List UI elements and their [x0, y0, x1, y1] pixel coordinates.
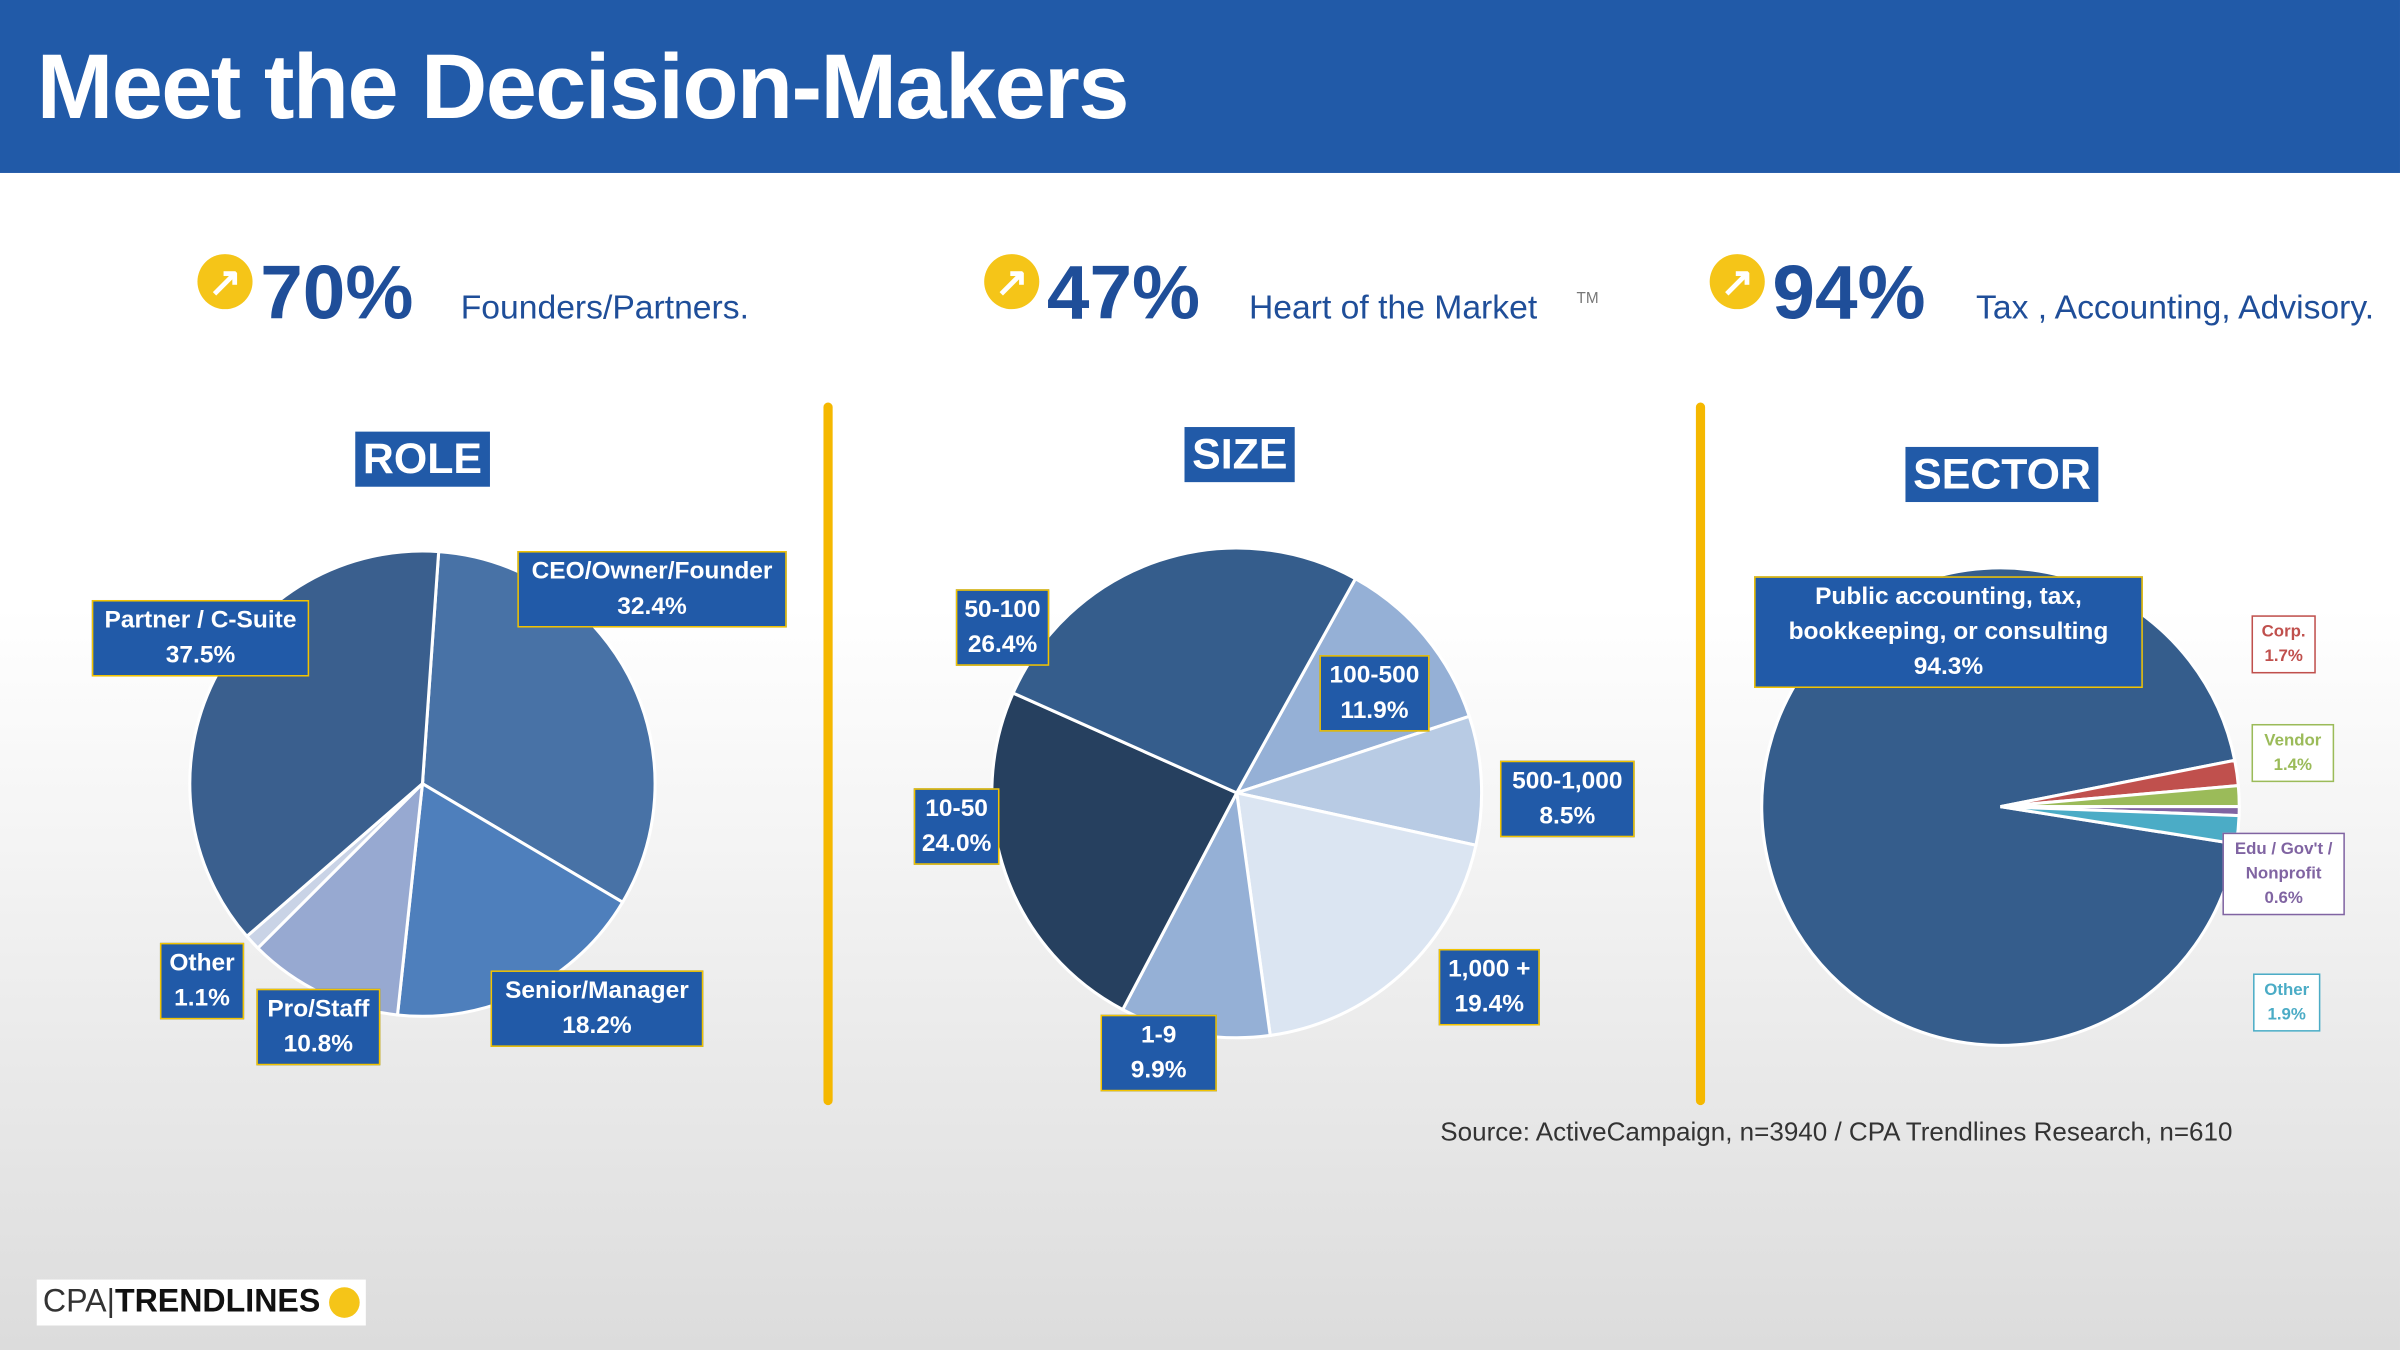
slice-category: 1,000 + — [1448, 956, 1531, 983]
slice-value: 1.9% — [2267, 1005, 2306, 1024]
chart-title: SECTOR — [1905, 446, 2099, 503]
slice-label: CEO/Owner/Founder 32.4% — [517, 551, 787, 628]
slice-category: 10-50 — [925, 795, 988, 822]
slice-category: Public accounting, tax, bookkeeping, or … — [1788, 583, 2109, 646]
slice-category: Edu / Gov't / Nonprofit — [2234, 840, 2333, 884]
slice-value: 19.4% — [1454, 991, 1524, 1018]
slice-label: Public accounting, tax, bookkeeping, or … — [1754, 576, 2143, 689]
slice-label: Other 1.1% — [159, 942, 245, 1020]
stat-text: Heart of the Market — [1248, 287, 1538, 327]
slice-category: Other — [169, 950, 235, 977]
chart-title: SIZE — [1184, 427, 1296, 483]
stat-icon: ↗ — [1709, 254, 1765, 310]
pie-slice — [990, 691, 1239, 1012]
slice-value: 18.2% — [562, 1013, 632, 1040]
pie-slice — [1230, 714, 1484, 848]
pie-slice — [1234, 790, 1478, 1038]
slice-label: 1,000 + 19.4% — [1438, 948, 1540, 1026]
pie-slice — [420, 549, 657, 905]
divider — [1695, 402, 1706, 1106]
header-band — [0, 0, 2400, 173]
divider — [823, 402, 833, 1106]
slice-value: 9.9% — [1130, 1057, 1187, 1084]
slice-label: Other 1.9% — [2253, 973, 2321, 1032]
title: Meet the Decision-Makers — [36, 35, 1130, 138]
source: Source: ActiveCampaign, n=3940 / CPA Tre… — [1440, 1117, 2233, 1147]
slice-category: Other — [2264, 981, 2310, 1000]
slice-category: 100-500 — [1329, 662, 1420, 689]
slice-category: 50-100 — [964, 596, 1041, 623]
slice-value: 32.4% — [617, 593, 687, 620]
slice-label: Corp. 1.7% — [2251, 615, 2316, 674]
slice-category: Corp. — [2261, 622, 2306, 642]
slice-value: 26.4% — [967, 632, 1038, 659]
slice-category: Senior/Manager — [505, 978, 689, 1005]
slice-label: Edu / Gov't / Nonprofit 0.6% — [2222, 832, 2345, 916]
slice-value: 1.1% — [174, 985, 230, 1012]
stat-value: 94% — [1772, 249, 1926, 336]
slice-value: 10.8% — [283, 1031, 354, 1058]
slice-value: 24.0% — [921, 831, 992, 858]
slice-label: Vendor 1.4% — [2251, 723, 2335, 783]
slice-category: CEO/Owner/Founder — [531, 558, 773, 585]
slice-category: Partner / C-Suite — [104, 607, 297, 634]
stat-value: 47% — [1046, 249, 1201, 336]
slice-label: 50-100 26.4% — [955, 589, 1050, 666]
slice-label: 1-9 9.9% — [1100, 1014, 1217, 1092]
stat-text: Tax , Accounting, Advisory. — [1976, 287, 2375, 327]
slice-label: 10-50 24.0% — [913, 788, 1000, 865]
slice-value: 8.5% — [1539, 803, 1596, 830]
stat-value: 70% — [260, 249, 414, 336]
trademark: TM — [1576, 290, 1599, 308]
slice-value: 94.3% — [1913, 654, 1984, 681]
slice-value: 1.7% — [2264, 647, 2303, 666]
chart-title: ROLE — [355, 431, 490, 487]
logo-right: TRENDLINES — [114, 1284, 321, 1320]
stat-text: Founders/Partners. — [460, 287, 749, 327]
stat-icon: ↗ — [197, 254, 253, 310]
stat-icon: ↗ — [984, 254, 1040, 310]
slice-label: Senior/Manager 18.2% — [490, 970, 704, 1047]
slice-label: 100-500 11.9% — [1319, 655, 1430, 732]
slice-value: 37.5% — [165, 642, 236, 669]
slice-label: 500-1,000 8.5% — [1499, 760, 1635, 838]
slice-category: Pro/Staff — [267, 996, 370, 1023]
logo-left: CPA — [42, 1284, 107, 1320]
slice-value: 0.6% — [2264, 889, 2303, 908]
slice-value: 11.9% — [1340, 697, 1409, 724]
slice-value: 1.4% — [2273, 756, 2313, 775]
slice-category: 500-1,000 — [1512, 768, 1623, 795]
logo: CPA|TRENDLINES — [36, 1279, 367, 1326]
slice-category: 1-9 — [1140, 1022, 1177, 1049]
slice-label: Partner / C-Suite 37.5% — [91, 599, 310, 677]
slice-label: Pro/Staff 10.8% — [256, 988, 381, 1066]
slice-category: Vendor — [2264, 731, 2322, 750]
